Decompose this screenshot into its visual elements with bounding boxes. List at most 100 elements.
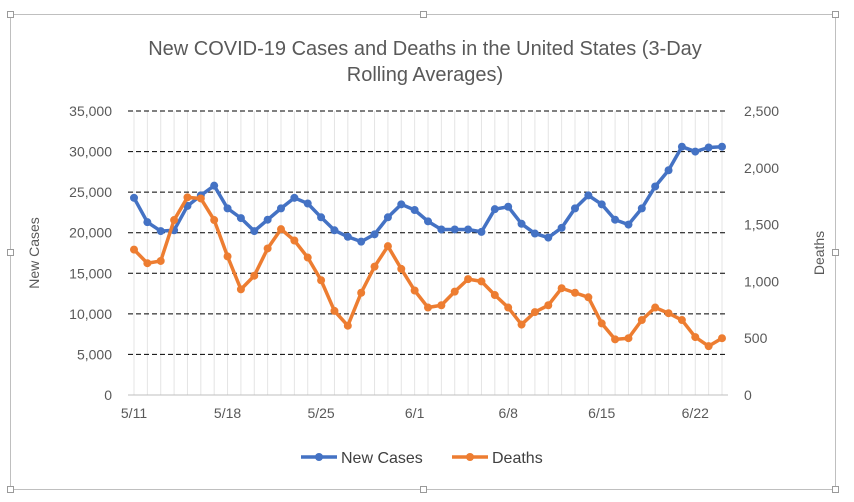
- y-tick-label: 35,000: [69, 103, 112, 119]
- data-point: [397, 264, 406, 273]
- y-axis-title: New Cases: [26, 217, 42, 289]
- data-point: [143, 218, 152, 227]
- x-tick-label: 6/22: [682, 405, 709, 421]
- data-point: [437, 225, 446, 234]
- data-point: [624, 220, 633, 229]
- y-tick-label: 30,000: [69, 144, 112, 160]
- resize-handle-bottom-middle[interactable]: [420, 486, 427, 493]
- data-point: [504, 303, 513, 312]
- data-point: [664, 166, 673, 175]
- resize-handle-bottom-left[interactable]: [7, 486, 14, 493]
- resize-handle-top-left[interactable]: [7, 11, 14, 18]
- data-point: [277, 204, 285, 213]
- data-point: [330, 226, 339, 235]
- data-point: [317, 213, 326, 222]
- data-point: [277, 225, 285, 234]
- series-new-cases: [130, 142, 726, 246]
- data-point: [718, 334, 726, 343]
- data-point: [637, 316, 646, 325]
- data-point: [357, 288, 366, 297]
- x-tick-label: 5/18: [214, 405, 241, 421]
- series-deaths: [130, 193, 726, 351]
- data-point: [718, 142, 726, 151]
- data-point: [317, 276, 326, 285]
- axes: 0 5,000 10,000 15,000 20,000 25,000 30,000 35,0…: [69, 103, 779, 421]
- data-point: [611, 335, 620, 344]
- data-point: [223, 204, 232, 213]
- data-point: [557, 284, 566, 293]
- data-point: [424, 303, 432, 312]
- data-point: [143, 259, 152, 268]
- resize-handle-middle-left[interactable]: [7, 249, 14, 256]
- data-point: [196, 194, 205, 203]
- data-point: [223, 252, 232, 261]
- data-point: [597, 200, 606, 209]
- data-point: [290, 193, 299, 202]
- legend-marker: [466, 453, 474, 461]
- data-point: [210, 181, 219, 190]
- y2-tick-label: 1,500: [744, 217, 779, 233]
- y2-tick-label: 2,500: [744, 103, 779, 119]
- data-point: [530, 229, 539, 238]
- y-tick-label: 10,000: [69, 306, 112, 322]
- gridlines: [128, 110, 728, 395]
- data-point: [664, 309, 673, 318]
- data-point: [156, 227, 165, 236]
- data-point: [571, 204, 579, 213]
- data-point: [357, 237, 366, 246]
- chart-title-line-2: Rolling Averages): [347, 64, 503, 86]
- data-point: [450, 287, 459, 296]
- resize-handle-middle-right[interactable]: [832, 249, 839, 256]
- data-point: [677, 142, 686, 151]
- data-point: [236, 285, 245, 294]
- data-point: [704, 143, 713, 152]
- data-point: [584, 293, 593, 302]
- data-point: [263, 215, 272, 224]
- data-point: [370, 230, 379, 239]
- y2-tick-label: 2,000: [744, 160, 779, 176]
- data-point: [490, 205, 499, 214]
- data-point: [584, 191, 593, 200]
- data-point: [624, 334, 633, 343]
- y-tick-label: 20,000: [69, 225, 112, 241]
- data-point: [343, 232, 352, 241]
- data-point: [477, 277, 486, 286]
- data-point: [303, 199, 312, 208]
- data-point: [557, 223, 566, 232]
- resize-handle-bottom-right[interactable]: [832, 486, 839, 493]
- x-tick-label: 6/15: [588, 405, 615, 421]
- data-point: [544, 301, 553, 310]
- data-point: [437, 301, 446, 310]
- data-point: [490, 291, 499, 300]
- data-point: [383, 242, 392, 251]
- y-tick-label: 25,000: [69, 184, 112, 200]
- resize-handle-top-right[interactable]: [832, 11, 839, 18]
- x-tick-label: 6/1: [405, 405, 425, 421]
- y-tick-label: 15,000: [69, 265, 112, 281]
- y-tick-label: 5,000: [77, 346, 112, 362]
- data-point: [410, 286, 419, 295]
- data-point: [156, 256, 165, 265]
- resize-handle-top-middle[interactable]: [420, 11, 427, 18]
- y-tick-label: 0: [104, 387, 112, 403]
- data-point: [410, 205, 419, 214]
- data-point: [704, 342, 713, 351]
- data-point: [250, 271, 259, 280]
- x-tick-label: 5/25: [307, 405, 334, 421]
- y2-tick-label: 500: [744, 330, 768, 346]
- data-point: [330, 306, 339, 315]
- data-point: [343, 321, 352, 330]
- data-point: [263, 244, 272, 253]
- data-point: [651, 182, 660, 191]
- series-layer: [130, 142, 726, 351]
- data-point: [691, 333, 700, 342]
- data-point: [464, 275, 473, 284]
- data-point: [250, 227, 259, 236]
- data-point: [571, 288, 579, 297]
- data-point: [464, 225, 473, 234]
- data-point: [170, 216, 179, 225]
- data-point: [544, 233, 553, 242]
- x-tick-label: 6/8: [498, 405, 518, 421]
- y2-tick-label: 1,000: [744, 273, 779, 289]
- data-point: [130, 245, 138, 254]
